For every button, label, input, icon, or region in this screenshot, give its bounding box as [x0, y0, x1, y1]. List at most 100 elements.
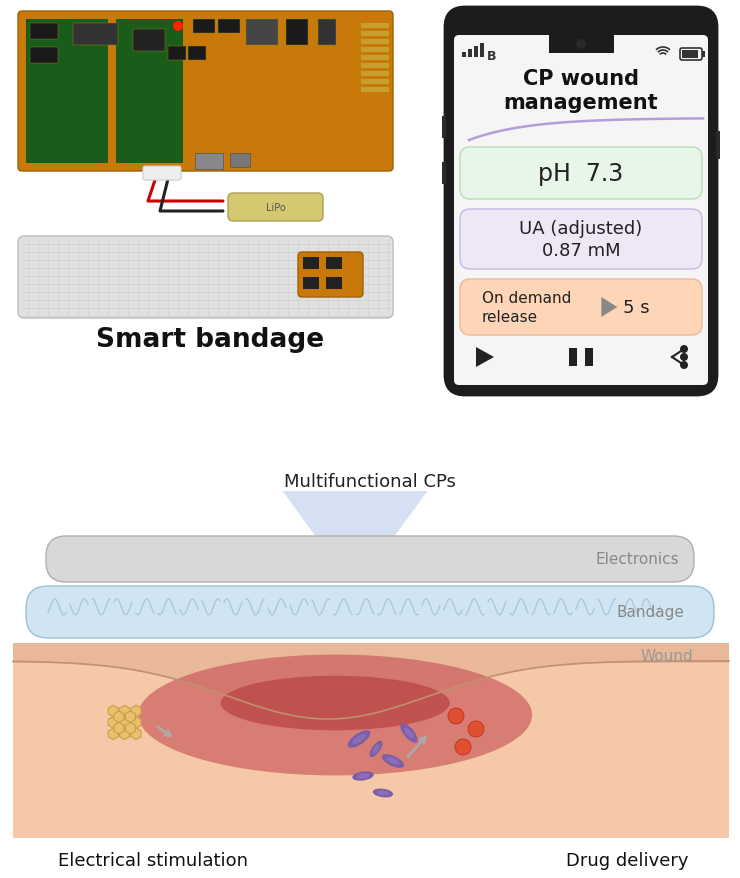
- Circle shape: [173, 22, 183, 32]
- Polygon shape: [114, 723, 124, 734]
- Bar: [361, 24, 389, 29]
- Polygon shape: [108, 705, 118, 717]
- Bar: [585, 349, 593, 367]
- Ellipse shape: [348, 730, 370, 748]
- Text: LiPo: LiPo: [266, 203, 286, 212]
- Bar: [468, 50, 472, 58]
- Ellipse shape: [400, 723, 417, 743]
- Bar: [195, 154, 223, 169]
- Polygon shape: [131, 705, 141, 717]
- Polygon shape: [548, 36, 613, 54]
- Polygon shape: [125, 711, 135, 723]
- Polygon shape: [125, 723, 135, 734]
- Bar: [168, 47, 186, 61]
- Bar: [193, 20, 215, 34]
- FancyBboxPatch shape: [460, 148, 702, 200]
- Bar: [361, 56, 389, 61]
- Ellipse shape: [377, 790, 389, 795]
- Bar: [73, 24, 118, 46]
- Circle shape: [680, 354, 688, 362]
- Ellipse shape: [352, 734, 366, 745]
- Polygon shape: [108, 716, 118, 729]
- Polygon shape: [120, 716, 130, 729]
- Ellipse shape: [352, 772, 374, 781]
- Bar: [442, 163, 446, 185]
- Bar: [716, 132, 720, 160]
- FancyBboxPatch shape: [18, 12, 393, 172]
- Circle shape: [468, 721, 484, 738]
- Text: Bandage: Bandage: [616, 605, 684, 620]
- Ellipse shape: [369, 741, 383, 758]
- FancyBboxPatch shape: [26, 587, 714, 638]
- FancyBboxPatch shape: [460, 280, 702, 335]
- Ellipse shape: [382, 754, 404, 768]
- Bar: [569, 349, 577, 367]
- Text: On demand
release: On demand release: [482, 291, 571, 325]
- FancyBboxPatch shape: [460, 210, 702, 270]
- Circle shape: [455, 739, 471, 755]
- Polygon shape: [13, 661, 729, 719]
- Bar: [474, 47, 478, 58]
- Ellipse shape: [138, 655, 532, 775]
- Polygon shape: [602, 298, 617, 318]
- Polygon shape: [120, 728, 130, 740]
- FancyBboxPatch shape: [298, 253, 363, 298]
- FancyBboxPatch shape: [46, 536, 694, 582]
- Text: Electrical stimulation: Electrical stimulation: [58, 851, 248, 869]
- Ellipse shape: [357, 774, 369, 779]
- Bar: [361, 32, 389, 37]
- Text: 5 s: 5 s: [623, 299, 650, 317]
- Text: Wound: Wound: [641, 649, 693, 664]
- FancyBboxPatch shape: [454, 36, 708, 385]
- Bar: [318, 20, 336, 46]
- Bar: [702, 52, 705, 58]
- Polygon shape: [283, 492, 428, 539]
- Polygon shape: [108, 728, 118, 740]
- Bar: [218, 20, 240, 34]
- Ellipse shape: [372, 745, 380, 754]
- Circle shape: [680, 362, 688, 370]
- FancyBboxPatch shape: [445, 8, 717, 396]
- Bar: [13, 644, 729, 663]
- Bar: [188, 47, 206, 61]
- Bar: [462, 53, 466, 58]
- Bar: [326, 277, 342, 290]
- Text: Multifunctional CPs: Multifunctional CPs: [284, 472, 456, 491]
- Bar: [116, 20, 183, 164]
- Text: Smart bandage: Smart bandage: [96, 327, 324, 353]
- Polygon shape: [131, 716, 141, 729]
- Ellipse shape: [221, 676, 450, 730]
- Bar: [480, 44, 484, 58]
- Ellipse shape: [373, 788, 393, 797]
- Bar: [361, 80, 389, 85]
- Bar: [442, 117, 446, 139]
- Bar: [326, 258, 342, 270]
- Polygon shape: [120, 705, 130, 717]
- Circle shape: [448, 709, 464, 724]
- Text: pH  7.3: pH 7.3: [539, 162, 624, 186]
- Bar: [26, 20, 108, 164]
- FancyBboxPatch shape: [228, 194, 323, 222]
- Bar: [303, 258, 319, 270]
- Text: Drug delivery: Drug delivery: [567, 851, 689, 869]
- Circle shape: [680, 346, 688, 354]
- Bar: [682, 51, 698, 59]
- Ellipse shape: [386, 757, 400, 765]
- Polygon shape: [131, 728, 141, 740]
- Text: Electronics: Electronics: [595, 552, 679, 567]
- FancyBboxPatch shape: [18, 237, 393, 319]
- Text: CP wound
management: CP wound management: [504, 68, 659, 113]
- Text: B: B: [487, 50, 497, 63]
- Bar: [286, 20, 308, 46]
- Bar: [246, 20, 278, 46]
- Text: UA (adjusted)
0.87 mM: UA (adjusted) 0.87 mM: [519, 220, 642, 260]
- Bar: [361, 40, 389, 45]
- Polygon shape: [114, 711, 124, 723]
- Bar: [303, 277, 319, 290]
- Ellipse shape: [404, 727, 414, 739]
- Polygon shape: [13, 661, 729, 838]
- Polygon shape: [476, 348, 494, 368]
- Bar: [361, 88, 389, 93]
- Bar: [361, 48, 389, 53]
- Bar: [230, 154, 250, 168]
